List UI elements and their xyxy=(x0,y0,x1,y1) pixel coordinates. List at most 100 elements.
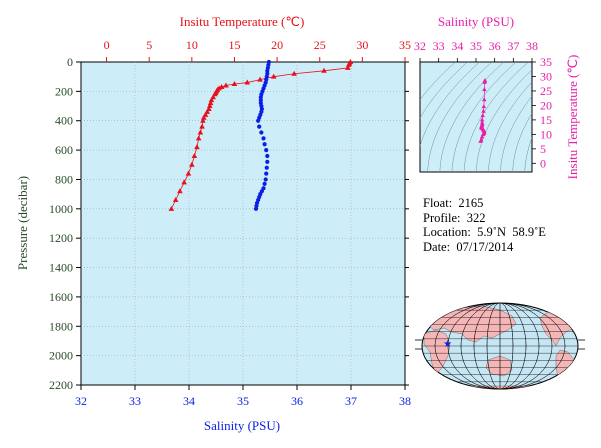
temperature-point xyxy=(181,179,187,185)
ts-point xyxy=(478,138,483,143)
salinity-point xyxy=(258,98,263,103)
ts-salinity-tick-label: 36 xyxy=(489,39,501,53)
pressure-axis-title: Pressure (decibar) xyxy=(15,176,30,270)
float-info-panel: Float: 2165 Profile: 322 Location: 5.9˚N… xyxy=(423,196,546,254)
ts-point xyxy=(482,79,487,84)
salinity-point xyxy=(264,171,269,176)
australia xyxy=(485,355,513,377)
salinity-point xyxy=(265,153,270,159)
density-contour xyxy=(488,81,532,172)
pressure-tick-label: 2000 xyxy=(49,349,73,363)
eurasia xyxy=(423,305,517,343)
ts-salinity-tick-label: 37 xyxy=(507,39,519,53)
pressure-tick-label: 1000 xyxy=(49,202,73,216)
map-meridian xyxy=(460,303,540,389)
temperature-point xyxy=(231,81,238,87)
ts-salinity-tick-label: 35 xyxy=(470,39,482,53)
salinity-point xyxy=(265,159,270,164)
salinity-point xyxy=(253,206,259,211)
main-plot-background xyxy=(80,61,406,386)
salinity-point xyxy=(263,177,268,182)
ts-temperature-tick-label: 5 xyxy=(540,142,546,156)
salinity-point xyxy=(259,130,264,135)
temperature-point xyxy=(270,73,277,79)
main-plot-axes: 0200400600800100012001400160018002000220… xyxy=(49,38,411,408)
density-contour xyxy=(451,62,517,172)
top-axis-title: Insitu Temperature (℃) xyxy=(180,14,305,29)
pressure-tick-label: 600 xyxy=(55,143,73,157)
ts-salinity-tick-label: 33 xyxy=(433,39,445,53)
temperature-tick-label: 25 xyxy=(314,38,326,52)
ts-point xyxy=(479,117,485,122)
salinity-point xyxy=(264,165,269,170)
temperature-point xyxy=(200,117,206,123)
pressure-tick-label: 1200 xyxy=(49,231,73,245)
salinity-tick-label: 37 xyxy=(345,394,357,408)
temperature-tick-label: 35 xyxy=(399,38,411,52)
temperature-point xyxy=(194,144,200,150)
temperature-point xyxy=(195,135,202,141)
main-plot-grid xyxy=(81,62,405,385)
temperature-tick-label: 15 xyxy=(228,38,240,52)
ts-point xyxy=(482,87,487,92)
ts-top-axis-title: Salinity (PSU) xyxy=(438,14,514,29)
temperature-point xyxy=(177,188,183,194)
salinity-tick-label: 32 xyxy=(75,394,87,408)
pressure-tick-label: 2200 xyxy=(49,378,73,392)
density-contour xyxy=(475,69,532,172)
ts-temperature-tick-label: 20 xyxy=(540,98,552,112)
profile-date: Date: 07/17/2014 xyxy=(423,239,514,254)
ts-temperature-tick-label: 10 xyxy=(540,127,552,141)
temperature-tick-label: 20 xyxy=(271,38,283,52)
pressure-tick-label: 200 xyxy=(55,84,73,98)
salinity-tick-label: 33 xyxy=(129,394,141,408)
map-meridian xyxy=(434,303,566,389)
map-meridian xyxy=(486,303,514,389)
salinity-point xyxy=(265,68,270,73)
ts-point xyxy=(482,97,487,102)
pressure-tick-label: 1400 xyxy=(49,261,73,275)
salinity-point xyxy=(257,124,262,129)
temperature-point xyxy=(200,114,207,120)
ts-plot-background xyxy=(419,61,533,173)
temperature-tick-label: 5 xyxy=(146,38,152,52)
main-profile-plot: 0200400600800100012001400160018002000220… xyxy=(15,14,411,433)
temperature-point xyxy=(199,123,205,129)
ts-salinity-tick-label: 32 xyxy=(414,39,426,53)
temperature-point xyxy=(189,161,195,167)
density-contour xyxy=(500,95,532,172)
temperature-point xyxy=(206,103,213,109)
salinity-point xyxy=(262,142,267,147)
africa xyxy=(423,329,451,375)
temperature-point xyxy=(291,70,297,76)
temperature-point xyxy=(244,79,251,85)
world-map: ★ xyxy=(415,302,585,390)
temperature-tick-label: 0 xyxy=(104,38,110,52)
ts-temperature-tick-label: 30 xyxy=(540,69,552,83)
density-contour xyxy=(427,62,492,172)
density-contour xyxy=(420,62,456,101)
ts-temperature-tick-label: 25 xyxy=(540,84,552,98)
ts-temperature-tick-label: 0 xyxy=(540,156,546,170)
temperature-point xyxy=(321,67,327,73)
temperature-point xyxy=(197,129,204,135)
pressure-tick-label: 1600 xyxy=(49,290,73,304)
pressure-tick-label: 1800 xyxy=(49,319,73,333)
map-meridian xyxy=(473,303,527,389)
pressure-tick-label: 400 xyxy=(55,114,73,128)
temperature-series xyxy=(168,59,354,211)
salinity-tick-label: 34 xyxy=(183,394,195,408)
salinity-tick-label: 35 xyxy=(237,394,249,408)
salinity-tick-label: 36 xyxy=(291,394,303,408)
salinity-point xyxy=(261,136,266,141)
temperature-point xyxy=(207,100,214,106)
salinity-tick-label: 38 xyxy=(399,394,411,408)
temperature-point xyxy=(345,64,351,70)
temperature-point xyxy=(185,170,192,176)
ts-salinity-tick-label: 38 xyxy=(526,39,538,53)
temperature-point xyxy=(168,205,175,211)
float-location-marker: ★ xyxy=(443,339,452,350)
bottom-axis-title: Salinity (PSU) xyxy=(204,418,280,433)
pressure-tick-label: 0 xyxy=(67,55,73,69)
